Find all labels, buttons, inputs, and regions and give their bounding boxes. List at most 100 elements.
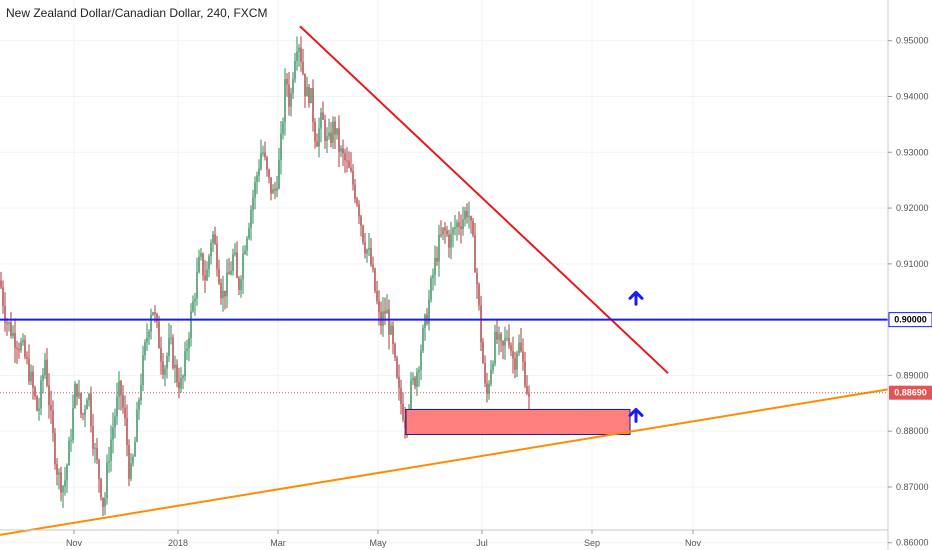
candle — [152, 311, 154, 316]
candle — [58, 468, 60, 490]
candle-body — [490, 369, 492, 385]
up-arrow-icon[interactable] — [628, 407, 644, 423]
price-axis[interactable]: 0.95000 0.94000 0.93000 0.92000 0.91000 0.890… — [887, 0, 932, 550]
candle — [36, 394, 38, 412]
candle-body — [14, 332, 16, 348]
candle-body — [430, 278, 432, 300]
candle-body — [320, 112, 322, 129]
candle — [122, 385, 124, 414]
candle — [338, 115, 340, 168]
candle-body — [258, 168, 260, 176]
candle-body — [300, 47, 302, 62]
candle — [162, 353, 164, 380]
candle — [264, 141, 266, 161]
candle-body — [446, 230, 448, 235]
candle-body — [452, 228, 454, 235]
candle — [98, 458, 100, 493]
candle — [42, 367, 44, 394]
candle-body — [372, 264, 374, 269]
candle-body — [244, 250, 246, 254]
candle-body — [382, 311, 384, 326]
candle — [512, 336, 514, 374]
candle-body — [420, 350, 422, 370]
resistance-trendline[interactable] — [299, 25, 669, 374]
candle-body — [296, 51, 298, 62]
candle-body — [52, 410, 54, 434]
candle-body — [202, 253, 204, 276]
candle — [38, 397, 40, 421]
candle — [318, 117, 320, 158]
candle — [254, 176, 256, 210]
candle-body — [328, 132, 330, 137]
candle — [146, 323, 148, 351]
candle-body — [0, 280, 2, 288]
candle — [454, 215, 456, 236]
candle — [136, 401, 138, 443]
candle-body — [58, 472, 60, 475]
candle-body — [400, 388, 402, 404]
up-arrow-icon[interactable] — [628, 290, 644, 306]
candle — [524, 351, 526, 389]
demand-zone-rect[interactable] — [405, 408, 631, 436]
candle — [312, 79, 314, 132]
candle — [480, 295, 482, 351]
candle-body — [146, 337, 148, 343]
candle — [304, 73, 306, 108]
candle-body — [482, 342, 484, 364]
candle-body — [416, 372, 418, 387]
candle — [204, 259, 206, 293]
candle — [138, 397, 140, 421]
plot-area[interactable] — [0, 0, 889, 544]
candle-body — [242, 253, 244, 280]
candle-body — [396, 357, 398, 378]
candle — [250, 205, 252, 241]
candle — [440, 220, 442, 238]
x-tick-label: Nov — [685, 538, 702, 548]
candle-body — [412, 377, 414, 381]
candle-body — [434, 257, 436, 275]
candle — [194, 292, 196, 316]
candle-body — [84, 409, 86, 415]
candle-body — [352, 170, 354, 185]
candle — [446, 225, 448, 237]
candle — [470, 215, 472, 234]
candle-body — [128, 444, 130, 479]
candle — [476, 267, 478, 299]
candle — [206, 261, 208, 282]
candle — [46, 348, 48, 388]
candle — [506, 329, 508, 342]
candle-body — [376, 291, 378, 302]
candle-body — [346, 160, 348, 162]
candle — [108, 447, 110, 473]
time-axis[interactable]: Nov 2018 Mar May Jul Sep Nov — [0, 529, 888, 548]
candle — [450, 222, 452, 260]
candle — [262, 145, 264, 157]
candle-body — [436, 257, 438, 262]
candle-body — [34, 387, 36, 397]
support-trendline[interactable] — [0, 388, 889, 536]
candle-body — [336, 128, 338, 135]
candle — [20, 337, 22, 353]
candle — [132, 453, 134, 467]
candle — [182, 374, 184, 390]
candle-body — [182, 376, 184, 379]
candle — [414, 376, 416, 390]
candle-body — [272, 189, 274, 194]
y-tick-label: 0.89000 — [896, 370, 929, 380]
candle — [426, 308, 428, 326]
x-tick-label: 2018 — [168, 538, 188, 548]
candle — [484, 355, 486, 388]
candle — [78, 379, 80, 400]
candle-body — [342, 148, 344, 154]
candle-body — [40, 380, 42, 409]
candle-body — [496, 331, 498, 340]
candle-body — [154, 312, 156, 315]
candle — [72, 394, 74, 444]
candle — [432, 268, 434, 291]
candle-body — [500, 333, 502, 342]
candle-body — [306, 86, 308, 97]
candle-body — [180, 378, 182, 389]
candle — [442, 227, 444, 241]
candle-body — [284, 79, 286, 123]
